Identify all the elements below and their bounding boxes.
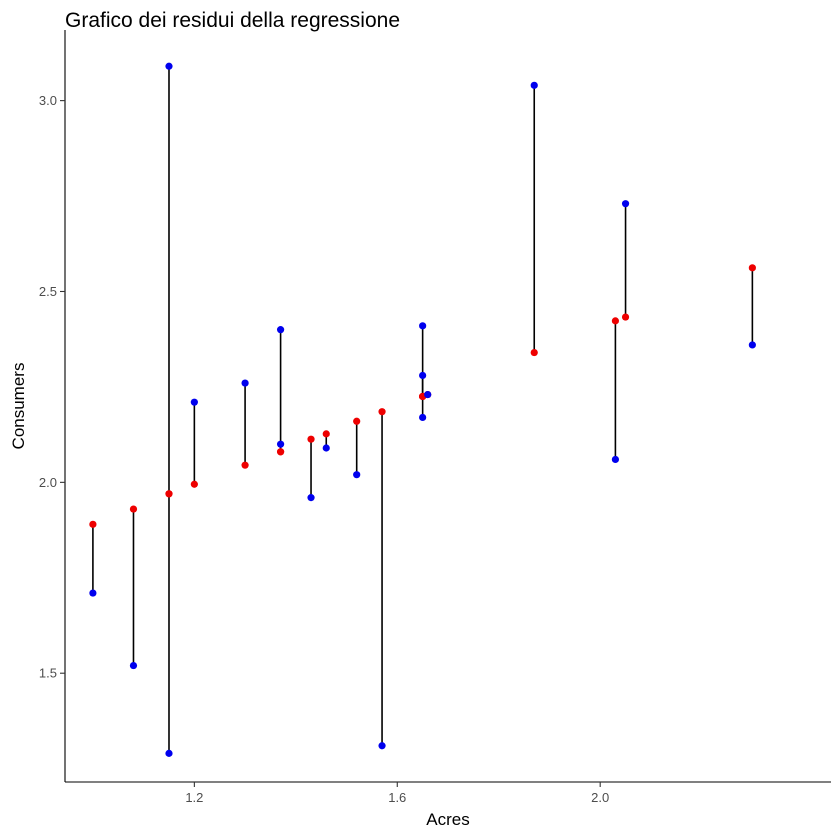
- observed-point: [276, 326, 285, 334]
- chart-title: Grafico dei residui della regressione: [65, 9, 400, 32]
- observed-point: [530, 81, 538, 89]
- fitted-point: [322, 430, 330, 438]
- y-tick-label: 2.0: [39, 475, 57, 490]
- observed-point: [748, 341, 756, 349]
- fitted-point: [748, 264, 756, 272]
- observed-point: [611, 455, 620, 464]
- y-tick-label: 3.0: [39, 93, 57, 108]
- x-axis-title: Acres: [426, 810, 469, 829]
- observed-point: [621, 200, 630, 208]
- x-tick-label: 1.6: [388, 790, 406, 805]
- observed-point: [419, 371, 427, 380]
- observed-point: [89, 589, 97, 597]
- observed-point: [165, 749, 173, 757]
- fitted-point: [611, 317, 620, 325]
- y-axis-ticks: 1.5 2.0 2.5 3.0: [39, 93, 65, 681]
- observed-point: [419, 322, 427, 330]
- residual-lines: [92, 66, 754, 754]
- fitted-point: [241, 461, 249, 469]
- observed-point: [129, 661, 138, 670]
- y-axis-title: Consumers: [9, 363, 28, 450]
- fitted-point: [353, 417, 361, 425]
- observed-point: [353, 471, 361, 479]
- x-axis-ticks: 1.2 1.6 2.0: [185, 782, 609, 805]
- fitted-point: [190, 480, 198, 488]
- y-tick-label: 1.5: [39, 666, 57, 681]
- fitted-point: [165, 490, 173, 498]
- x-tick-label: 2.0: [591, 790, 609, 805]
- fitted-point: [89, 520, 97, 528]
- observed-point: [424, 390, 432, 399]
- observed-point: [190, 398, 198, 406]
- observed-point: [419, 413, 427, 422]
- fitted-point: [276, 448, 285, 456]
- observed-point: [276, 440, 285, 448]
- observed-point: [241, 379, 249, 387]
- fitted-point: [621, 313, 630, 321]
- y-tick-label: 2.5: [39, 284, 57, 299]
- plot-area: [89, 62, 756, 757]
- observed-point: [165, 62, 173, 70]
- observed-point: [307, 494, 315, 502]
- fitted-point: [530, 348, 538, 357]
- fitted-point: [378, 408, 386, 416]
- observed-point: [378, 742, 386, 750]
- x-tick-label: 1.2: [185, 790, 203, 805]
- fitted-point: [129, 505, 138, 513]
- fitted-point: [307, 435, 315, 443]
- observed-point: [322, 444, 330, 452]
- data-points: [89, 62, 756, 757]
